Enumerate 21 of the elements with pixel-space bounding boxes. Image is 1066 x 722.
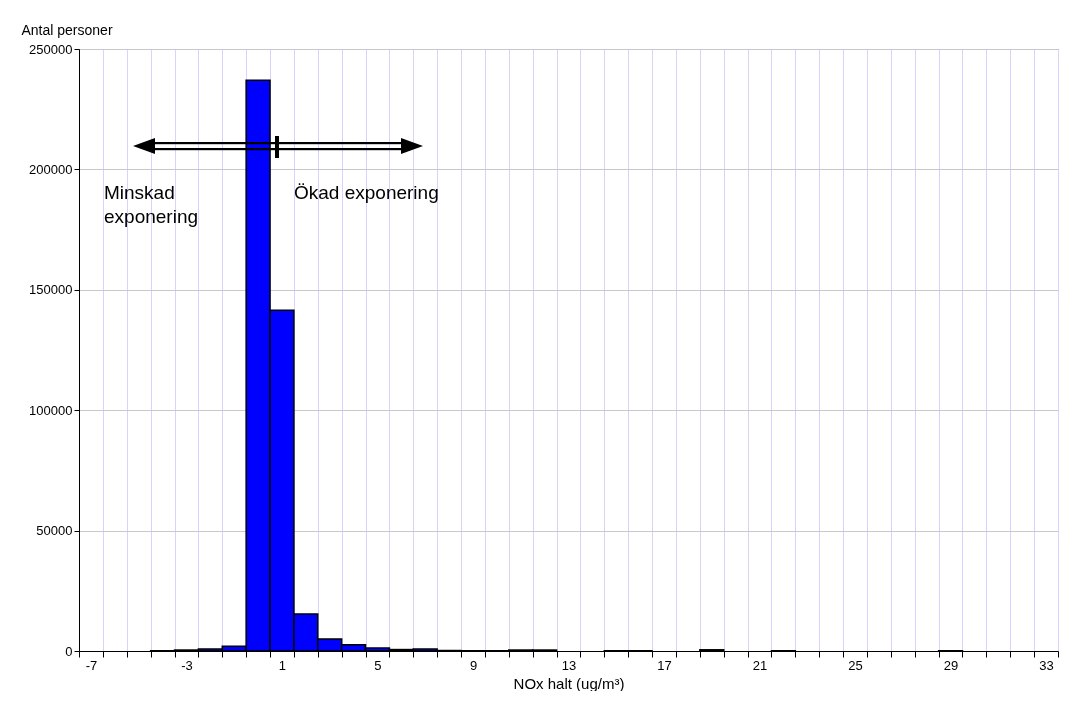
- x-tick-label: 9: [469, 657, 478, 673]
- x-tick-label: 25: [848, 657, 863, 673]
- y-tick-label: 200000: [29, 161, 73, 177]
- x-tick-label: 17: [657, 657, 672, 673]
- x-tick-label: 5: [374, 657, 382, 673]
- x-tick-label: -3: [181, 657, 193, 673]
- x-tick-label: 29: [943, 657, 959, 673]
- x-tick-label: 21: [752, 657, 768, 673]
- x-axis-title: NOx halt (ug/m³): [513, 674, 625, 692]
- x-tick-label: 13: [561, 657, 577, 673]
- y-tick-label: 100000: [29, 402, 73, 418]
- y-tick-label: 0: [65, 643, 73, 659]
- annotation: Ökad exponering: [294, 182, 439, 203]
- y-tick-label: 250000: [29, 41, 73, 57]
- y-tick-label: 150000: [29, 282, 73, 298]
- y-axis-title: Antal personer: [21, 21, 113, 38]
- annotation: Minskad exponering: [104, 182, 199, 227]
- y-tick-label: 50000: [36, 523, 73, 539]
- x-tick-label: -7: [85, 657, 98, 673]
- x-tick-label: 1: [278, 657, 287, 673]
- x-tick-label: 33: [1039, 657, 1054, 673]
